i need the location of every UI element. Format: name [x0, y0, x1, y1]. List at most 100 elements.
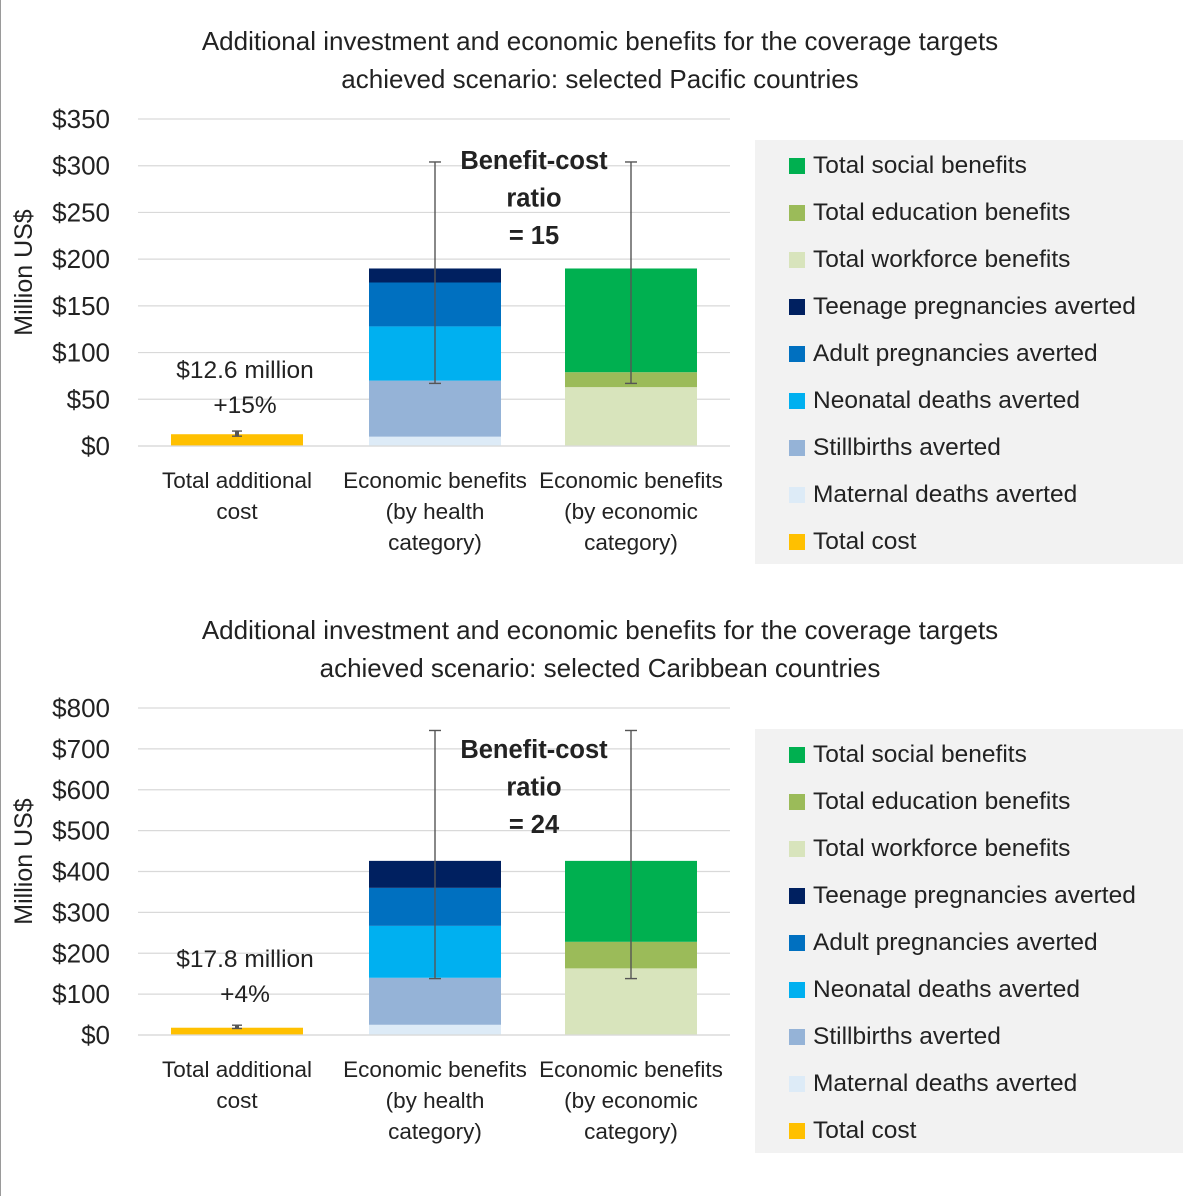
legend-item-total-social-benefits: Total social benefits: [789, 146, 1027, 186]
legend-item-total-workforce-benefits: Total workforce benefits: [789, 240, 1070, 280]
y-axis-label: Million US$: [10, 209, 38, 336]
legend-label: Neonatal deaths averted: [813, 387, 1080, 414]
legend-swatch: [789, 935, 805, 951]
legend-label: Teenage pregnancies averted: [813, 293, 1136, 320]
chart-caribbean: Additional investment and economic benef…: [0, 589, 1200, 1179]
benefit-cost-ratio-label: Benefit-cost: [460, 147, 608, 175]
legend-swatch: [789, 747, 805, 763]
y-tick-label: $300: [52, 897, 110, 927]
legend-swatch: [789, 440, 805, 456]
legend-swatch: [789, 487, 805, 503]
legend-swatch: [789, 299, 805, 315]
legend-item-total-education-benefits: Total education benefits: [789, 193, 1070, 233]
benefit-cost-ratio-label: = 15: [509, 222, 559, 250]
legend-item-stillbirths-averted: Stillbirths averted: [789, 1017, 1001, 1057]
legend-swatch: [789, 252, 805, 268]
legend-swatch: [789, 794, 805, 810]
legend-label: Total education benefits: [813, 788, 1071, 815]
legend-label: Total workforce benefits: [813, 246, 1071, 273]
chart-title: Additional investment and economic benef…: [120, 611, 1080, 687]
legend-item-total-cost: Total cost: [789, 522, 917, 562]
cost-annotation: $17.8 million: [176, 946, 314, 973]
legend-item-total-social-benefits: Total social benefits: [789, 735, 1027, 775]
y-tick-label: $200: [52, 938, 110, 968]
legend-swatch: [789, 888, 805, 904]
chart-title-line-1: Additional investment and economic benef…: [201, 26, 999, 56]
benefit-cost-ratio-label: Benefit-cost: [460, 736, 608, 764]
legend-item-teenage-pregnancies-averted: Teenage pregnancies averted: [789, 876, 1136, 916]
bar-segment-total-cost: [171, 434, 303, 446]
legend-item-maternal-deaths-averted: Maternal deaths averted: [789, 475, 1077, 515]
legend-label: Total workforce benefits: [813, 835, 1071, 862]
y-axis-label: Million US$: [10, 798, 38, 925]
legend-item-neonatal-deaths-averted: Neonatal deaths averted: [789, 381, 1080, 421]
chart-title-line-2: achieved scenario: selected Caribbean co…: [319, 653, 881, 683]
legend-item-teenage-pregnancies-averted: Teenage pregnancies averted: [789, 287, 1136, 327]
category-label: Economic benefits: [343, 468, 527, 493]
legend-label: Teenage pregnancies averted: [813, 882, 1136, 909]
legend-label: Stillbirths averted: [813, 1023, 1001, 1050]
y-tick-label: $600: [52, 775, 110, 805]
category-label: category): [388, 1119, 482, 1144]
legend-item-total-education-benefits: Total education benefits: [789, 782, 1070, 822]
legend-swatch: [789, 982, 805, 998]
y-tick-label: $350: [52, 104, 110, 134]
category-label: (by economic: [564, 499, 698, 524]
legend-swatch: [789, 1029, 805, 1045]
cost-annotation: $12.6 million: [176, 357, 314, 384]
legend-item-total-cost: Total cost: [789, 1111, 917, 1151]
category-label: Economic benefits: [539, 1057, 723, 1082]
y-tick-label: $0: [81, 431, 110, 461]
cost-annotation: +4%: [220, 981, 270, 1008]
legend-label: Adult pregnancies averted: [813, 929, 1098, 956]
y-tick-label: $100: [52, 979, 110, 1009]
figure-border: [0, 0, 1, 1196]
plot-area: $0 $50 $100 $150 $200 $250 $300 $350 Million US$…: [10, 104, 730, 555]
bar-segment-total-workforce-benefits: [565, 968, 697, 1035]
category-label: category): [388, 530, 482, 555]
legend-label: Total education benefits: [813, 199, 1071, 226]
benefit-cost-ratio-label: = 24: [509, 811, 560, 839]
category-label: (by health: [386, 1088, 485, 1113]
y-tick-label: $50: [67, 384, 110, 414]
y-tick-label: $700: [52, 734, 110, 764]
legend-label: Neonatal deaths averted: [813, 976, 1080, 1003]
legend-item-adult-pregnancies-averted: Adult pregnancies averted: [789, 923, 1098, 963]
category-label: category): [584, 1119, 678, 1144]
y-tick-label: $400: [52, 857, 110, 887]
bar-segment-stillbirths-averted: [369, 977, 501, 1025]
category-label: cost: [216, 499, 258, 524]
category-label: Total additional: [162, 468, 312, 493]
y-tick-label: $200: [52, 244, 110, 274]
legend-swatch: [789, 393, 805, 409]
chart-title-line-1: Additional investment and economic benef…: [201, 615, 999, 645]
cost-annotation: +15%: [213, 392, 276, 419]
legend-swatch: [789, 158, 805, 174]
y-tick-label: $0: [81, 1020, 110, 1050]
category-label: cost: [216, 1088, 258, 1113]
bar-segment-maternal-deaths-averted: [369, 1024, 501, 1035]
legend-swatch: [789, 841, 805, 857]
legend-swatch: [789, 1076, 805, 1092]
legend-swatch: [789, 534, 805, 550]
legend-swatch: [789, 205, 805, 221]
plot-area: $0 $100 $200 $300 $400 $500 $600 $700 $800 Millio…: [10, 693, 730, 1144]
bar-segment-total-cost: [171, 1027, 303, 1035]
legend-label: Stillbirths averted: [813, 434, 1001, 461]
category-label: category): [584, 530, 678, 555]
legend-label: Maternal deaths averted: [813, 1070, 1078, 1097]
legend-item-maternal-deaths-averted: Maternal deaths averted: [789, 1064, 1077, 1104]
y-tick-label: $150: [52, 291, 110, 321]
legend-item-stillbirths-averted: Stillbirths averted: [789, 428, 1001, 468]
legend: Total social benefits Total education ben…: [755, 729, 1183, 1153]
legend-label: Total social benefits: [813, 741, 1027, 768]
legend-label: Total cost: [813, 528, 917, 555]
category-label: (by health: [386, 499, 485, 524]
y-tick-label: $100: [52, 338, 110, 368]
category-label: (by economic: [564, 1088, 698, 1113]
chart-pacific: Additional investment and economic benef…: [0, 0, 1200, 590]
benefit-cost-ratio-label: ratio: [506, 774, 561, 802]
chart-title-line-2: achieved scenario: selected Pacific coun…: [341, 64, 859, 94]
legend-label: Total cost: [813, 1117, 917, 1144]
y-tick-label: $300: [52, 151, 110, 181]
